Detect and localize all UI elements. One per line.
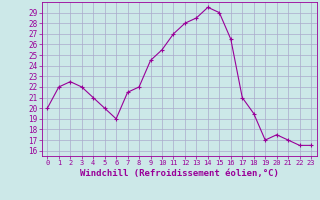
- X-axis label: Windchill (Refroidissement éolien,°C): Windchill (Refroidissement éolien,°C): [80, 169, 279, 178]
